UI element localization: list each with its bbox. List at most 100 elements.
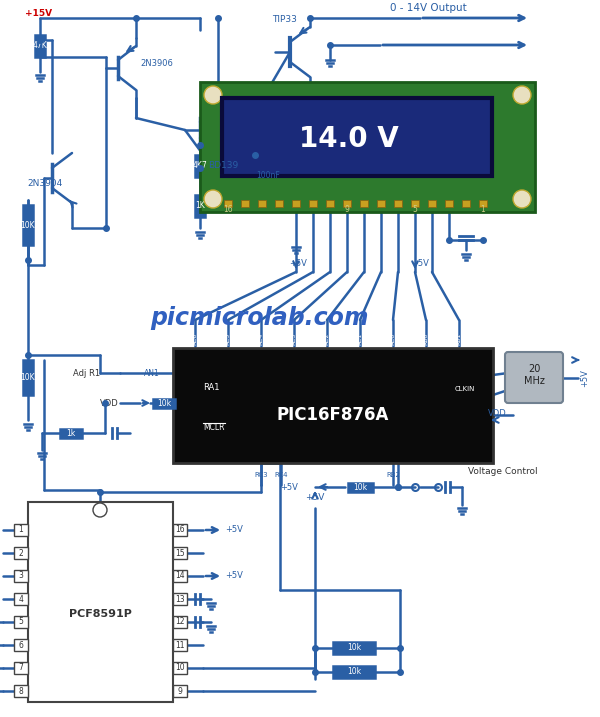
Bar	[23, 360, 33, 395]
Text: 16: 16	[223, 204, 233, 214]
Text: RC2: RC2	[325, 333, 329, 345]
Text: RB1: RB1	[457, 333, 461, 345]
Bar	[23, 205, 33, 245]
Text: RB0: RB0	[424, 333, 428, 345]
Bar	[343, 200, 351, 207]
Text: 10k: 10k	[347, 668, 361, 677]
Bar	[462, 200, 470, 207]
Bar	[224, 200, 232, 207]
Bar	[479, 200, 487, 207]
Text: RC0: RC0	[391, 333, 395, 345]
Bar	[23, 205, 33, 245]
Text: RC4: RC4	[274, 472, 288, 478]
Bar	[348, 483, 373, 492]
Text: +5V: +5V	[225, 571, 243, 581]
Bar	[333, 666, 375, 678]
Text: 1: 1	[19, 526, 23, 534]
Text: 15: 15	[175, 549, 185, 558]
Text: BD139: BD139	[208, 161, 238, 169]
Text: 2N3906: 2N3906	[140, 60, 173, 69]
Bar	[241, 200, 249, 207]
Bar	[360, 200, 368, 207]
Bar	[60, 429, 82, 438]
Bar	[173, 639, 187, 651]
Bar	[195, 155, 205, 177]
Bar	[309, 200, 317, 207]
Text: 5: 5	[19, 617, 23, 627]
Bar	[14, 570, 28, 582]
Text: 20
MHz: 20 MHz	[524, 364, 544, 386]
Text: PIC16F876A: PIC16F876A	[277, 406, 389, 424]
Bar	[35, 35, 45, 57]
Text: RC5: RC5	[226, 333, 230, 345]
Text: CLKIN: CLKIN	[455, 386, 475, 392]
Text: RC6: RC6	[193, 333, 197, 345]
Text: 0 - 14V Output: 0 - 14V Output	[390, 3, 467, 13]
Bar	[173, 593, 187, 605]
Circle shape	[513, 190, 531, 208]
Bar	[326, 200, 334, 207]
Text: 10: 10	[175, 663, 185, 673]
Text: 100nF: 100nF	[256, 171, 280, 179]
Text: VDD: VDD	[488, 409, 507, 417]
Text: VDD: VDD	[100, 399, 119, 407]
Bar	[333, 666, 375, 678]
Bar	[428, 200, 436, 207]
Circle shape	[93, 503, 107, 517]
Text: 10k: 10k	[157, 399, 171, 407]
Bar	[377, 200, 385, 207]
Text: 3: 3	[19, 571, 23, 581]
Text: Adj R1: Adj R1	[73, 369, 100, 377]
Bar	[445, 200, 453, 207]
Text: picmicrolab.com: picmicrolab.com	[150, 306, 368, 330]
Bar	[173, 662, 187, 674]
Text: 9: 9	[178, 686, 182, 695]
Text: RC3: RC3	[254, 472, 268, 478]
Text: 9: 9	[344, 204, 349, 214]
Bar	[14, 662, 28, 674]
Bar	[153, 399, 175, 408]
Text: Voltage Control: Voltage Control	[468, 467, 538, 477]
Circle shape	[204, 190, 222, 208]
Bar	[14, 616, 28, 628]
Text: 4: 4	[19, 594, 23, 604]
Bar	[23, 360, 33, 395]
Text: 16: 16	[175, 526, 185, 534]
Bar	[173, 570, 187, 582]
Bar	[275, 200, 283, 207]
Bar	[200, 82, 535, 212]
Bar	[222, 98, 492, 176]
Text: RC4: RC4	[259, 333, 263, 345]
Bar	[411, 200, 419, 207]
Bar	[35, 35, 45, 57]
Text: 4K7: 4K7	[193, 161, 208, 171]
Text: RA1: RA1	[203, 382, 220, 391]
Bar	[333, 642, 375, 654]
Text: 10K: 10K	[20, 221, 35, 229]
Bar	[28, 502, 173, 702]
Text: +15V: +15V	[25, 9, 52, 17]
Text: 7: 7	[19, 663, 23, 673]
Text: RC3: RC3	[292, 333, 296, 345]
FancyBboxPatch shape	[505, 352, 563, 403]
Text: 12: 12	[175, 617, 185, 627]
Bar	[195, 195, 205, 217]
Circle shape	[513, 86, 531, 104]
Text: +5V: +5V	[280, 483, 298, 491]
Bar	[292, 200, 300, 207]
Bar	[14, 639, 28, 651]
Text: 2N3904: 2N3904	[27, 179, 62, 188]
Text: 10k: 10k	[347, 643, 361, 652]
Text: PCF8591P: PCF8591P	[68, 609, 131, 619]
Text: 6: 6	[19, 640, 23, 650]
Bar	[333, 642, 375, 654]
Text: 10k: 10k	[353, 483, 368, 491]
Text: RC1: RC1	[358, 333, 362, 345]
Text: +5V: +5V	[581, 369, 589, 387]
Bar	[173, 685, 187, 697]
Bar	[14, 524, 28, 536]
Text: +5V: +5V	[225, 526, 243, 534]
Text: +5V: +5V	[289, 260, 307, 268]
Text: 5: 5	[413, 204, 418, 214]
Circle shape	[204, 86, 222, 104]
